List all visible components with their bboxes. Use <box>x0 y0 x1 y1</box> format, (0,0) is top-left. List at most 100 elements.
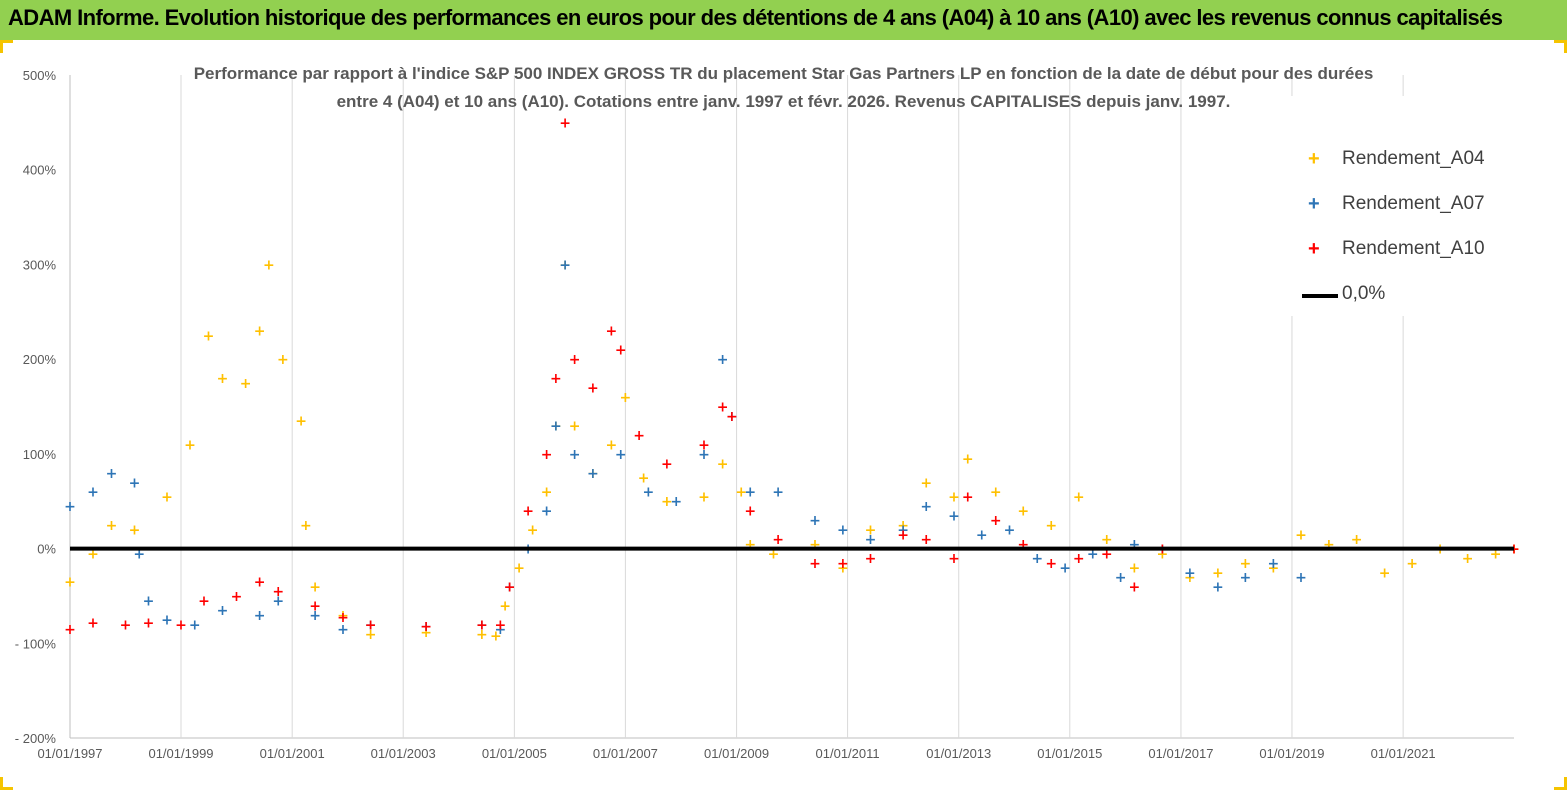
data-point: + <box>198 594 210 610</box>
data-point: + <box>476 617 488 633</box>
data-point: + <box>990 513 1002 529</box>
data-point: + <box>1240 556 1252 572</box>
data-point: + <box>1462 551 1474 567</box>
data-point: + <box>1004 523 1016 539</box>
data-point: + <box>962 489 974 505</box>
data-point: + <box>476 627 488 643</box>
data-point: + <box>1017 537 1029 553</box>
data-point: + <box>897 523 909 539</box>
y-tick-label: 200% <box>23 352 57 367</box>
data-point: + <box>1073 489 1085 505</box>
data-point: + <box>638 471 650 487</box>
chart-area: - 200% - 100% 0% 100% 200% 300% 400% 500% 01/01… <box>0 40 1567 790</box>
data-point: + <box>365 617 377 633</box>
data-point: + <box>559 257 571 273</box>
data-point: + <box>1240 570 1252 586</box>
data-point: + <box>569 447 581 463</box>
data-point: + <box>513 561 525 577</box>
chart-legend: + Rendement_A04 + Rendement_A07 + Rendem… <box>1280 96 1485 316</box>
y-axis-ticks: - 200% - 100% 0% 100% 200% 300% 400% 500% <box>15 68 57 746</box>
data-point: + <box>768 546 780 562</box>
x-tick-label: 01/01/2005 <box>482 746 547 761</box>
data-point: + <box>837 561 849 577</box>
data-point: + <box>1115 570 1127 586</box>
data-point: + <box>661 456 673 472</box>
legend-item-zero: 0,0% <box>1280 281 1480 311</box>
data-point: + <box>1129 537 1141 553</box>
data-point: + <box>976 527 988 543</box>
data-point: + <box>587 381 599 397</box>
data-point: + <box>726 409 738 425</box>
data-point: + <box>642 485 654 501</box>
data-point: + <box>420 619 432 635</box>
data-point: + <box>726 409 738 425</box>
data-point: + <box>337 622 349 638</box>
data-point: + <box>203 328 215 344</box>
x-tick-label: 01/01/2003 <box>371 746 436 761</box>
data-point: + <box>254 575 266 591</box>
data-point: + <box>541 485 553 501</box>
data-point: + <box>420 619 432 635</box>
data-point: + <box>550 418 562 434</box>
data-point: + <box>295 414 307 430</box>
legend-item-a04: + Rendement_A04 <box>1280 146 1485 176</box>
data-point: + <box>300 518 312 534</box>
data-point: + <box>865 523 877 539</box>
data-point: + <box>337 610 349 626</box>
data-point: + <box>962 452 974 468</box>
data-point: + <box>277 352 289 368</box>
data-point: + <box>1059 561 1071 577</box>
data-point: + <box>504 579 516 595</box>
data-point: + <box>143 615 155 631</box>
data-point: + <box>587 466 599 482</box>
data-point: + <box>106 518 118 534</box>
data-point: + <box>606 324 618 340</box>
y-tick-label: 500% <box>23 68 57 83</box>
x-axis-ticks: 01/01/1997 01/01/1999 01/01/2001 01/01/2003… <box>37 746 1435 761</box>
data-point: + <box>569 418 581 434</box>
data-point: + <box>735 485 747 501</box>
legend-label-zero: 0,0% <box>1342 283 1386 304</box>
data-point: + <box>504 579 516 595</box>
data-point: + <box>809 556 821 572</box>
data-point: + <box>1295 570 1307 586</box>
plus-marker-icon: + <box>1308 148 1320 170</box>
corner-mark-top-left <box>0 40 13 53</box>
data-point: + <box>1017 504 1029 520</box>
data-point: + <box>948 508 960 524</box>
data-point: + <box>837 523 849 539</box>
legend-item-a10: + Rendement_A10 <box>1280 236 1485 266</box>
data-point: + <box>670 494 682 510</box>
data-point: + <box>809 513 821 529</box>
data-point: + <box>420 625 432 641</box>
x-tick-label: 01/01/2009 <box>704 746 769 761</box>
y-tick-label: - 200% <box>15 731 57 746</box>
data-point: + <box>1045 556 1057 572</box>
data-point: + <box>1268 556 1280 572</box>
x-tick-label: 01/01/2001 <box>260 746 325 761</box>
corner-mark-bottom-right <box>1554 777 1567 790</box>
data-point: + <box>809 537 821 553</box>
data-point: + <box>717 456 729 472</box>
data-point: + <box>1268 561 1280 577</box>
x-tick-label: 01/01/2021 <box>1371 746 1436 761</box>
data-point: + <box>64 499 76 515</box>
data-point: + <box>1351 532 1363 548</box>
data-point: + <box>495 617 507 633</box>
data-point: + <box>272 594 284 610</box>
data-point: + <box>920 532 932 548</box>
data-point: + <box>240 376 252 392</box>
data-point: + <box>184 437 196 453</box>
data-point: + <box>865 532 877 548</box>
data-point: + <box>569 352 581 368</box>
y-tick-label: 400% <box>23 163 57 178</box>
data-point: + <box>1323 537 1335 553</box>
x-tick-label: 01/01/2013 <box>926 746 991 761</box>
data-point: + <box>337 608 349 624</box>
y-tick-label: 0% <box>37 542 56 557</box>
data-point: + <box>87 615 99 631</box>
data-point: + <box>1101 546 1113 562</box>
x-tick-label: 01/01/2017 <box>1148 746 1213 761</box>
x-tick-label: 01/01/2007 <box>593 746 658 761</box>
data-point: + <box>1184 565 1196 581</box>
